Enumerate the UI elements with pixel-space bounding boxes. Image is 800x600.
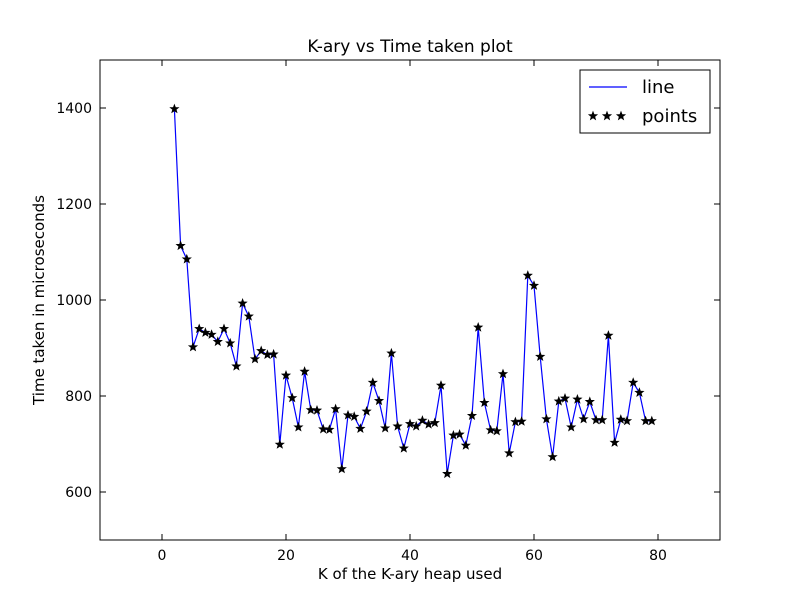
data-point: [528, 280, 540, 290]
legend-star-marker: [587, 110, 599, 121]
data-point: [392, 420, 403, 431]
x-tick-label: 60: [525, 548, 543, 564]
data-point: [293, 421, 304, 432]
data-point: [516, 416, 527, 426]
data-point: [187, 341, 199, 352]
data-point: [522, 270, 533, 280]
data-point: [367, 377, 378, 387]
series-line: [173, 108, 652, 474]
data-point: [559, 393, 571, 403]
data-point: [386, 347, 397, 358]
data-point: [231, 360, 242, 371]
data-point: [634, 387, 645, 397]
data-point: [411, 420, 422, 431]
data-point: [361, 406, 372, 416]
data-point: [194, 323, 205, 334]
data-point: [429, 417, 440, 428]
data-point: [404, 418, 416, 429]
data-point: [225, 337, 236, 348]
data-point: [547, 451, 558, 462]
legend-label-points: points: [642, 106, 697, 127]
data-point: [646, 415, 657, 426]
data-point: [243, 310, 254, 321]
data-point: [324, 424, 335, 434]
data-point: [572, 394, 583, 404]
y-tick-label: 800: [65, 389, 92, 405]
data-point: [336, 463, 347, 474]
data-point: [349, 411, 360, 421]
data-point: [491, 425, 502, 436]
data-point: [287, 392, 298, 403]
data-point: [621, 415, 633, 426]
x-tick-label: 0: [158, 548, 167, 564]
chart-title: K-ary vs Time taken plot: [307, 37, 513, 57]
data-point: [553, 395, 564, 406]
legend-box: [579, 69, 711, 134]
data-point: [497, 368, 509, 379]
data-point: [206, 329, 217, 339]
y-tick-label: 1000: [56, 293, 92, 309]
data-point: [330, 403, 341, 414]
data-point: [541, 413, 552, 424]
data-point: [280, 370, 292, 380]
data-point: [454, 429, 465, 439]
data-point: [417, 415, 428, 425]
data-point: [535, 351, 546, 361]
data-point: [466, 410, 478, 421]
data-point: [299, 366, 310, 376]
x-axis-label: K of the K-ary heap used: [318, 565, 502, 583]
data-point: [262, 349, 273, 360]
y-tick-label: 1400: [56, 101, 92, 117]
data-point: [398, 442, 409, 453]
data-point: [628, 377, 639, 387]
data-point: [485, 424, 496, 435]
data-point: [169, 103, 180, 114]
data-point: [442, 468, 453, 479]
data-point: [584, 396, 595, 407]
data-point: [597, 414, 608, 425]
data-point: [609, 437, 620, 447]
data-point: [504, 447, 515, 458]
data-point: [435, 380, 447, 390]
data-point: [305, 404, 316, 415]
data-point: [318, 423, 329, 434]
data-point: [578, 413, 589, 424]
data-point: [566, 421, 577, 432]
data-point: [460, 440, 471, 450]
data-point: [274, 439, 285, 449]
y-tick-label: 600: [65, 485, 92, 501]
data-point: [311, 405, 323, 415]
plot-area: [169, 103, 657, 479]
data-point: [212, 336, 223, 347]
data-point: [373, 395, 385, 406]
data-point: [603, 330, 614, 340]
x-tick-label: 40: [401, 548, 419, 564]
data-point: [355, 423, 366, 433]
data-point: [615, 414, 626, 424]
x-tick-label: 80: [649, 548, 667, 564]
data-point: [479, 397, 490, 408]
data-point: [423, 418, 434, 429]
data-point: [380, 422, 391, 433]
legend-star-marker: [601, 110, 613, 121]
data-point: [256, 345, 267, 356]
legend-points-swatch: [587, 110, 627, 121]
data-point: [473, 322, 484, 332]
data-point: [181, 253, 192, 264]
data-point: [342, 409, 354, 420]
x-tick-label: 20: [277, 548, 295, 564]
data-point: [249, 353, 261, 364]
legend: line points: [579, 69, 711, 134]
y-axis-label: Time taken in microseconds: [30, 195, 48, 406]
data-point: [268, 348, 279, 359]
axis-ticks: 0 20 40 60 80 600 800 1000 1200 1400: [56, 60, 720, 564]
data-point: [200, 327, 211, 337]
data-point: [175, 240, 186, 251]
data-point: [237, 298, 248, 308]
y-tick-label: 1200: [56, 197, 92, 213]
legend-label-line: line: [642, 77, 674, 98]
data-point: [218, 323, 230, 334]
legend-star-marker: [615, 110, 627, 121]
